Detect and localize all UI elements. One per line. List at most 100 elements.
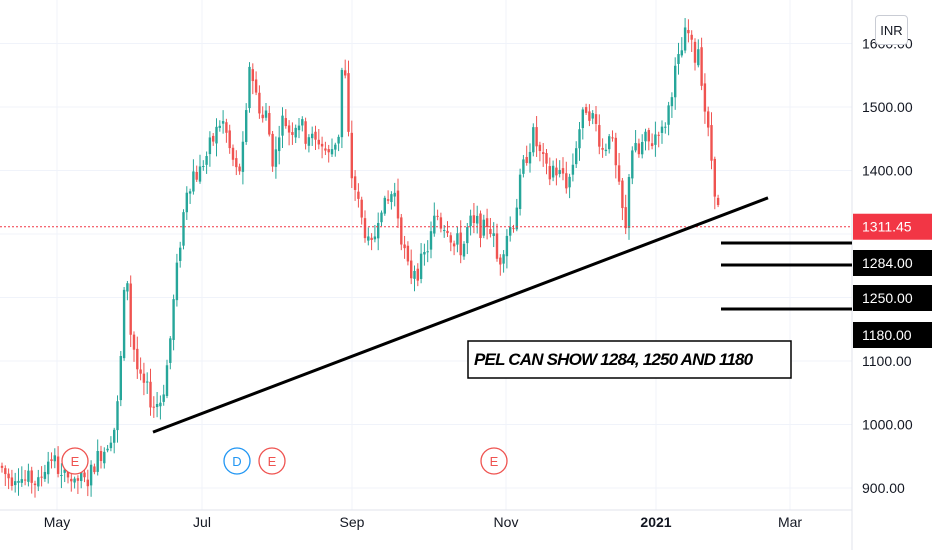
candle [291, 122, 294, 145]
candle [542, 142, 545, 167]
candle [479, 210, 482, 248]
candle [403, 235, 406, 259]
candle [10, 469, 14, 491]
candle [50, 452, 53, 469]
candle [588, 104, 591, 127]
candle [149, 368, 152, 416]
candle [73, 476, 76, 489]
candle [225, 118, 228, 143]
target-price-label-text: 1180.00 [862, 327, 912, 343]
candle [462, 241, 466, 260]
candle [466, 222, 469, 255]
event-label: D [232, 454, 241, 469]
time-axis[interactable]: May Jul Sep Nov 2021 Mar [44, 514, 803, 530]
candle [129, 275, 132, 348]
candle [535, 116, 538, 157]
candle [248, 62, 251, 113]
candle [617, 152, 621, 185]
annotation-box[interactable]: PEL CAN SHOW 1284, 1250 AND 1180 [467, 340, 792, 379]
candle [532, 123, 535, 157]
candle [492, 222, 495, 248]
candle [598, 114, 601, 155]
candle [93, 463, 96, 475]
x-tick-label: 2021 [640, 514, 671, 530]
candle [86, 469, 89, 497]
candle [311, 126, 314, 146]
candle [261, 106, 264, 123]
candle [591, 110, 594, 125]
candle [383, 195, 386, 216]
candle [575, 141, 578, 169]
candle [106, 444, 109, 453]
candle [192, 159, 195, 195]
last-price-label-text: 1311.45 [862, 219, 912, 235]
candle [268, 105, 271, 137]
candle [667, 101, 670, 136]
earnings-event-marker[interactable]: E [61, 447, 89, 475]
candle [4, 465, 7, 487]
target-price-label: 1284.00 [853, 250, 932, 276]
candle [571, 153, 575, 182]
candle [152, 396, 155, 418]
candle [657, 131, 660, 148]
annotation-text: PEL CAN SHOW 1284, 1250 AND 1180 [474, 350, 754, 369]
candle [528, 143, 532, 173]
candle [254, 71, 258, 96]
candle [509, 216, 512, 242]
candle [221, 110, 225, 134]
target-levels[interactable] [721, 241, 852, 311]
candle [119, 351, 122, 407]
candle [502, 250, 505, 273]
candle [294, 124, 297, 144]
candle [146, 372, 149, 394]
candle [436, 209, 439, 221]
candle [208, 131, 212, 167]
candle [578, 121, 581, 161]
y-tick-label: 1100.00 [862, 353, 912, 369]
candle [109, 436, 113, 452]
candle [347, 60, 350, 137]
candle [515, 198, 518, 232]
candle [195, 165, 198, 182]
candle [284, 109, 287, 129]
candle [357, 183, 360, 208]
candle [169, 336, 172, 370]
candle [393, 182, 396, 207]
candle [251, 63, 254, 95]
candle [677, 42, 680, 75]
candle [155, 391, 159, 418]
candle [324, 141, 327, 156]
candle [624, 194, 627, 235]
candle [139, 357, 142, 381]
candle [198, 154, 202, 184]
dividend-event-marker[interactable]: D [223, 447, 251, 475]
candle [238, 163, 241, 175]
candle [495, 223, 499, 262]
candle [693, 38, 697, 71]
currency-button[interactable]: INR [875, 15, 908, 45]
support-trendline[interactable] [152, 196, 769, 434]
candle [426, 240, 429, 263]
earnings-event-marker[interactable]: E [258, 447, 286, 475]
candle [419, 243, 423, 284]
candle [565, 161, 568, 194]
candle [40, 466, 43, 487]
candle [126, 280, 129, 301]
candle [185, 186, 188, 220]
candle [215, 118, 218, 157]
candle [350, 120, 353, 189]
candle [159, 395, 162, 420]
candle [297, 118, 301, 139]
candle [43, 464, 47, 482]
candle [627, 173, 631, 240]
candle [334, 142, 337, 157]
candle [172, 294, 175, 351]
candle [713, 156, 716, 210]
candle [235, 150, 238, 176]
earnings-event-marker[interactable]: E [480, 447, 508, 475]
candle [594, 106, 598, 132]
candle [476, 205, 479, 234]
candle [281, 107, 284, 149]
candle [23, 469, 27, 486]
